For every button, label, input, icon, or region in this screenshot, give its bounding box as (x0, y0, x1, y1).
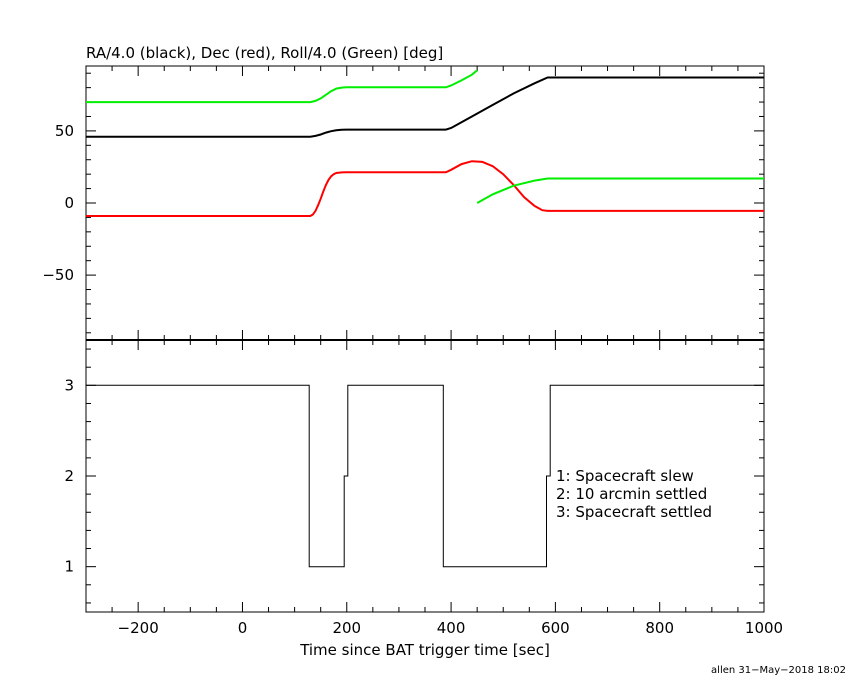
y-tick-label: 50 (55, 122, 74, 140)
x-tick-label: 400 (437, 619, 466, 637)
y-tick-label: −50 (42, 266, 74, 284)
x-tick-label: 800 (645, 619, 674, 637)
legend-entry-10-arcmin: 2: 10 arcmin settled (556, 485, 707, 503)
x-tick-label: 200 (332, 619, 361, 637)
series-line (476, 177, 764, 204)
series-line (86, 160, 764, 217)
series-line (86, 76, 764, 138)
legend-entry-slew: 1: Spacecraft slew (556, 467, 694, 485)
x-tick-label: 0 (238, 619, 248, 637)
x-tick-label: 1000 (745, 619, 783, 637)
top-chart-title: RA/4.0 (black), Dec (red), Roll/4.0 (Gre… (86, 44, 443, 62)
x-tick-label: 600 (541, 619, 570, 637)
settle-status-plot: 1 2 3 −200 0 200 400 600 800 1000 (64, 339, 783, 637)
y-tick-label: 0 (64, 194, 74, 212)
plot-frame (85, 65, 765, 341)
status-step-line (86, 384, 764, 568)
x-axis-label: Time since BAT trigger time [sec] (299, 641, 550, 659)
y-tick-label: 3 (64, 376, 74, 394)
y-tick-label: 1 (64, 558, 74, 576)
status-legend: 1: Spacecraft slew 2: 10 arcmin settled … (556, 467, 712, 521)
series-line (86, 69, 478, 104)
footer-stamp: allen 31−May−2018 18:02 (711, 665, 846, 676)
y-tick-label: 2 (64, 467, 74, 485)
attitude-plot: −50 0 50 (42, 65, 765, 341)
legend-entry-settled: 3: Spacecraft settled (556, 503, 712, 521)
x-tick-label: −200 (118, 619, 159, 637)
